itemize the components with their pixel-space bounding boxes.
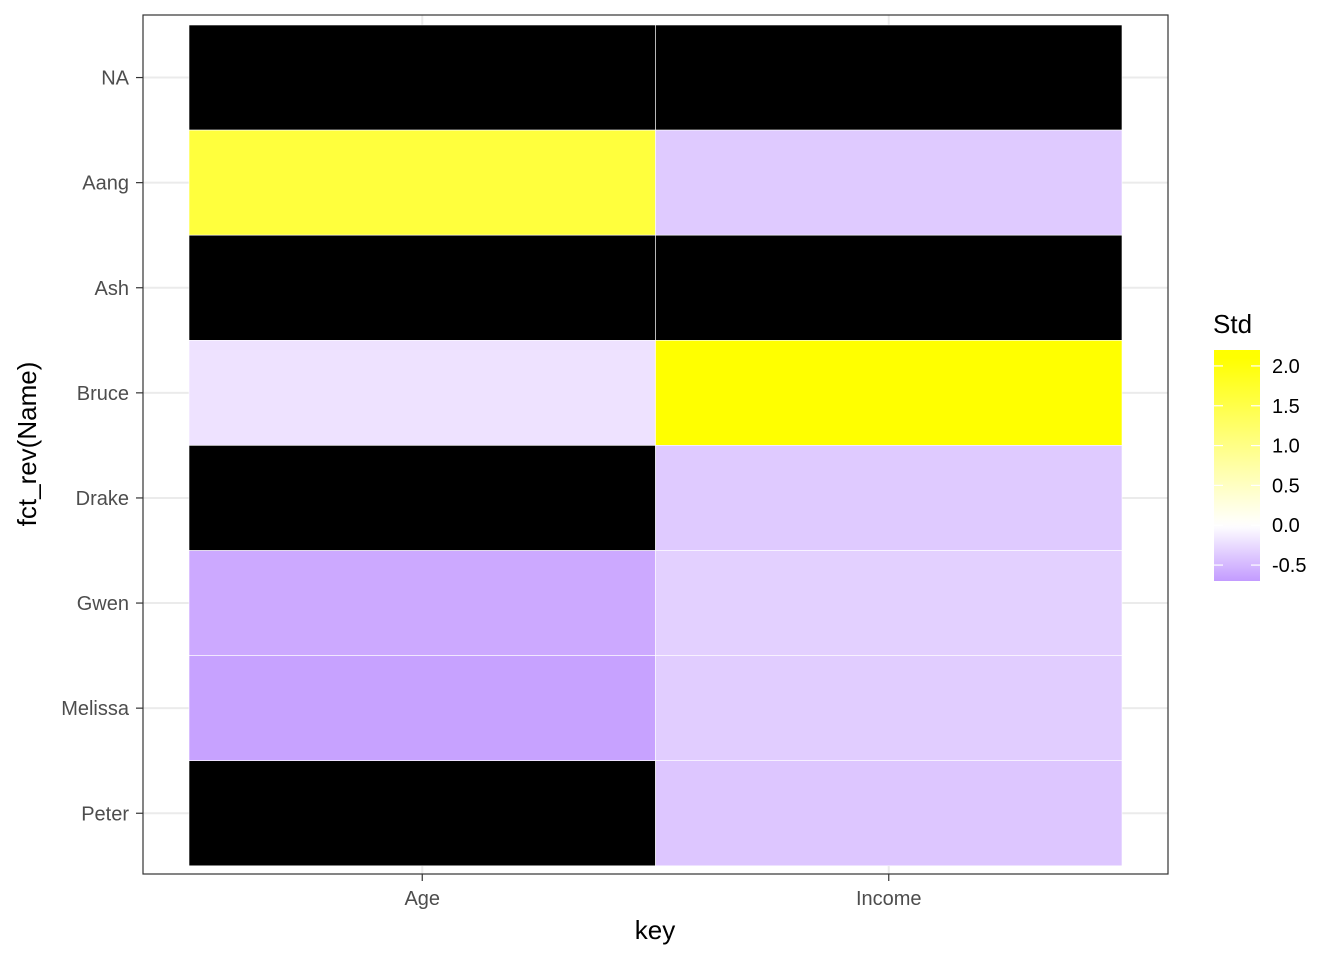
- heatmap-tile-melissa-age: [188, 655, 656, 761]
- y-tick-label: Ash: [95, 278, 129, 300]
- heatmap-tile-aang-age: [188, 129, 656, 236]
- heatmap-tile-melissa-income: [655, 655, 1123, 761]
- legend: Std 2.0 1.5 1.0 0.5 0.0 -0.5: [1213, 309, 1306, 581]
- heatmap-tile-bruce-age: [188, 339, 656, 446]
- y-tick-label: Peter: [81, 803, 129, 825]
- legend-tick-label: 2.0: [1272, 356, 1300, 378]
- legend-tick-label: 1.5: [1272, 396, 1300, 418]
- legend-tick-label: 0.5: [1272, 475, 1300, 497]
- legend-tick-label: 0.0: [1272, 515, 1300, 537]
- heatmap-tile-ash-income: [655, 234, 1123, 341]
- x-tick-label: Income: [856, 888, 922, 910]
- heatmap-tiles: [188, 24, 1123, 867]
- y-tick-label: Gwen: [77, 593, 129, 615]
- heatmap-tile-na-age: [188, 24, 656, 131]
- heatmap-tile-gwen-age: [188, 550, 656, 656]
- x-tick-label: Age: [404, 888, 440, 910]
- x-axis: Age Income: [404, 874, 922, 910]
- y-tick-label: Melissa: [61, 698, 130, 720]
- heatmap-tile-na-income: [655, 24, 1123, 131]
- heatmap-tile-gwen-income: [655, 550, 1123, 656]
- heatmap-tile-aang-income: [655, 129, 1123, 236]
- legend-title: Std: [1213, 309, 1252, 339]
- heatmap-tile-drake-income: [655, 445, 1123, 551]
- y-tick-label: Bruce: [77, 383, 129, 405]
- heatmap-tile-drake-age: [188, 445, 656, 551]
- x-axis-title: key: [635, 915, 675, 945]
- legend-colorbar: [1214, 350, 1260, 581]
- y-axis-title: fct_rev(Name): [12, 362, 42, 527]
- heatmap-tile-bruce-income: [655, 339, 1123, 446]
- legend-tick-label: -0.5: [1272, 555, 1306, 577]
- heatmap-tile-peter-age: [188, 760, 656, 867]
- y-tick-label: Drake: [76, 488, 129, 510]
- legend-tick-label: 1.0: [1272, 436, 1300, 458]
- y-axis: NA Aang Ash Bruce Drake Gwen Melissa Peter: [61, 68, 143, 825]
- y-tick-label: Aang: [82, 173, 129, 195]
- y-tick-label: NA: [101, 68, 129, 90]
- heatmap-tile-peter-income: [655, 760, 1123, 867]
- plot-panel-border: [142, 14, 1169, 875]
- heatmap-tile-ash-age: [188, 234, 656, 341]
